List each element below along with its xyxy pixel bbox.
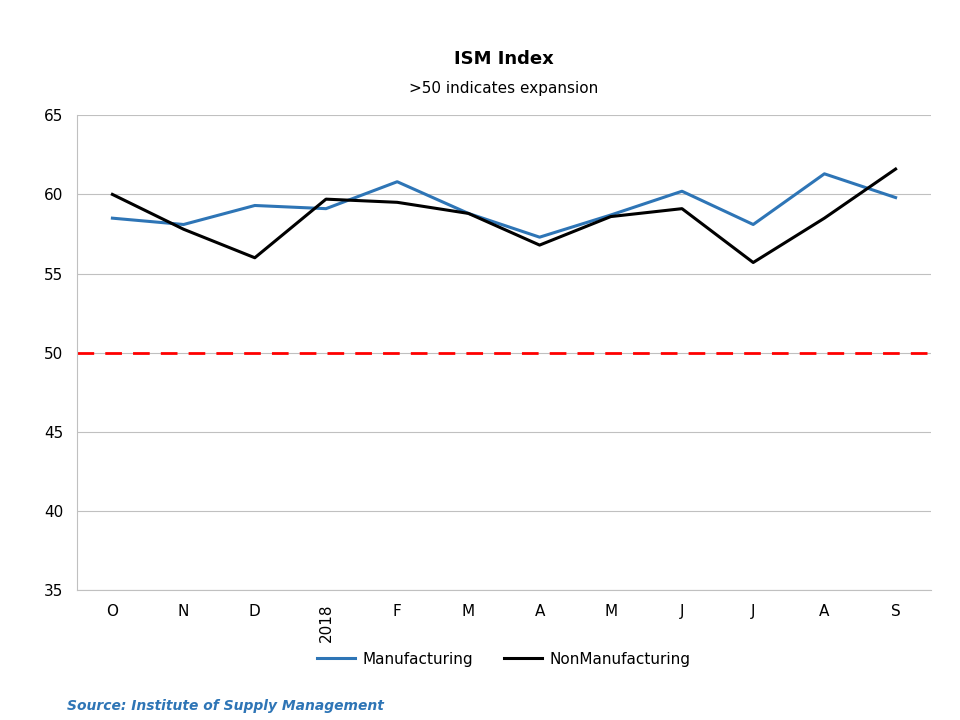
NonManufacturing: [534, 240, 545, 249]
NonManufacturing: [890, 165, 901, 174]
Text: ISM Index: ISM Index: [454, 50, 554, 68]
Manufacturing: [676, 187, 687, 196]
NonManufacturing: [605, 212, 616, 221]
NonManufacturing: [321, 195, 332, 204]
Manufacturing: [178, 220, 189, 229]
NonManufacturing: [463, 209, 474, 217]
NonManufacturing: [676, 204, 687, 213]
Manufacturing: [107, 214, 118, 222]
NonManufacturing: [819, 214, 830, 222]
Line: NonManufacturing: NonManufacturing: [112, 169, 896, 263]
NonManufacturing: [748, 258, 759, 267]
Text: Source: Institute of Supply Management: Source: Institute of Supply Management: [67, 699, 384, 713]
Manufacturing: [748, 220, 759, 229]
Manufacturing: [605, 211, 616, 220]
NonManufacturing: [249, 253, 260, 262]
Manufacturing: [819, 169, 830, 178]
Manufacturing: [249, 201, 260, 210]
NonManufacturing: [107, 190, 118, 199]
Manufacturing: [534, 233, 545, 241]
Manufacturing: [463, 209, 474, 217]
Manufacturing: [890, 193, 901, 202]
NonManufacturing: [392, 198, 403, 207]
Text: >50 indicates expansion: >50 indicates expansion: [409, 81, 599, 96]
Manufacturing: [321, 204, 332, 213]
Legend: Manufacturing, NonManufacturing: Manufacturing, NonManufacturing: [311, 646, 697, 672]
Line: Manufacturing: Manufacturing: [112, 174, 896, 237]
NonManufacturing: [178, 225, 189, 233]
Manufacturing: [392, 177, 403, 186]
